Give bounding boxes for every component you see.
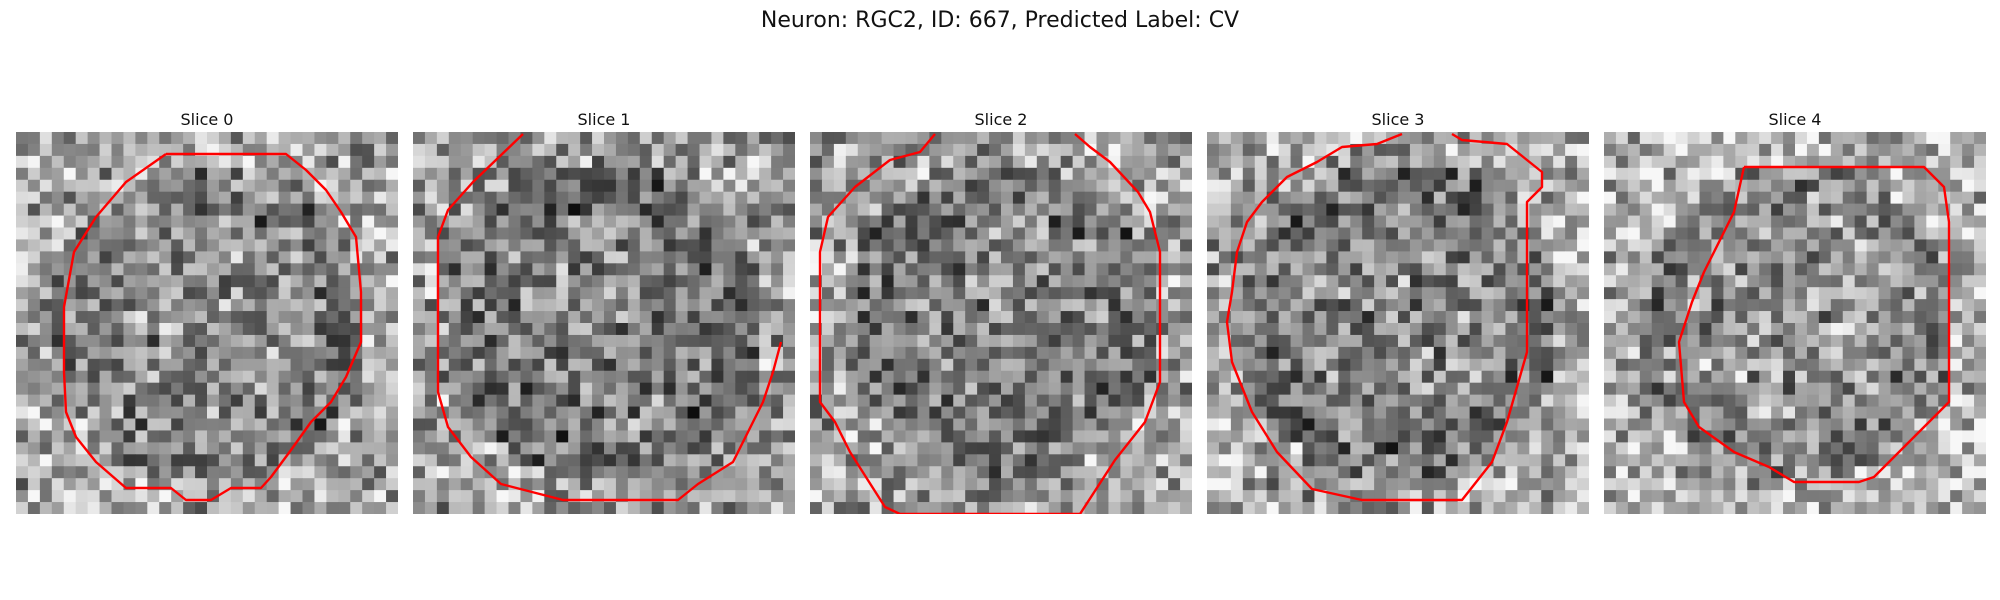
slice-title-2: Slice 2 — [974, 110, 1028, 129]
cell-contour-0 — [62, 152, 363, 502]
figure-title: Neuron: RGC2, ID: 667, Predicted Label: … — [760, 8, 1240, 33]
slice-title-4: Slice 4 — [1768, 110, 1822, 129]
pixel-grid-1 — [413, 132, 795, 514]
pixel-grid-3 — [1207, 132, 1589, 514]
slice-image-2 — [810, 132, 1192, 514]
slice-panel-0: Slice 0 — [16, 108, 398, 514]
slice-image-0 — [16, 132, 398, 514]
pixel-grid-4 — [1604, 132, 1986, 514]
slice-image-4 — [1604, 132, 1986, 514]
slice-title-3: Slice 3 — [1371, 110, 1425, 129]
slice-panel-3: Slice 3 — [1207, 108, 1589, 514]
slice-title-0: Slice 0 — [180, 110, 234, 129]
slice-image-3 — [1207, 132, 1589, 514]
slice-image-1 — [413, 132, 795, 514]
cell-contour-2 — [818, 133, 1162, 514]
slice-title-1: Slice 1 — [577, 110, 631, 129]
pixel-grid-0 — [16, 132, 398, 514]
cell-contour-3 — [1225, 132, 1544, 502]
slice-panel-2: Slice 2 — [810, 108, 1192, 514]
slice-panel-1: Slice 1 — [413, 108, 795, 514]
cell-contour-1 — [436, 133, 783, 502]
pixel-grid-2 — [810, 132, 1192, 514]
cell-contour-4 — [1677, 165, 1951, 484]
slice-panel-4: Slice 4 — [1604, 108, 1986, 514]
